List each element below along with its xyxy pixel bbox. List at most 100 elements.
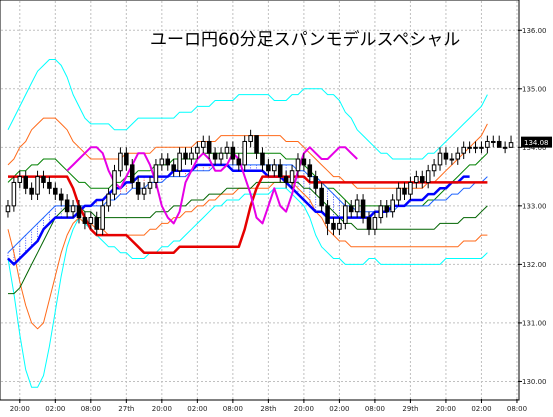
candle (100, 200, 105, 236)
candle (47, 176, 52, 195)
candle (289, 164, 295, 189)
x-tick-label: 28th (260, 405, 276, 413)
y-tick-label: 133.00 (522, 202, 547, 210)
candle (35, 170, 40, 200)
candle (295, 153, 301, 177)
candle (266, 159, 271, 177)
y-tick-label: 134.00 (522, 144, 547, 152)
candle (159, 153, 165, 171)
x-tick-label: 08:00 (365, 405, 385, 413)
candle (41, 170, 46, 189)
candle (313, 170, 319, 195)
candle (135, 176, 141, 200)
candle (118, 147, 123, 177)
candle (301, 153, 307, 171)
chart-title: ユーロ円60分足スパンモデルスペシャル (150, 29, 460, 50)
candle (171, 159, 176, 177)
candle (153, 159, 159, 189)
candle (414, 170, 419, 189)
candle (254, 135, 259, 160)
y-tick-label: 132.00 (522, 261, 547, 269)
candle (236, 153, 242, 171)
candle (242, 135, 247, 171)
candle (449, 153, 455, 165)
candle (402, 182, 407, 200)
candle (491, 135, 496, 148)
candle (473, 141, 478, 154)
candle (479, 141, 484, 154)
candle (212, 147, 218, 165)
candle (485, 135, 490, 154)
candle (396, 182, 401, 206)
x-tick-label: 02:00 (471, 405, 491, 413)
last-price-badge: 134.08 (521, 136, 552, 148)
candle (496, 135, 502, 148)
candle (129, 159, 135, 189)
x-tick-label: 02:00 (329, 405, 349, 413)
candle (325, 200, 330, 236)
candle (431, 159, 437, 177)
series-line-0 (7, 59, 488, 160)
candle (378, 200, 384, 224)
candle (189, 147, 194, 165)
x-tick-label: 20:00 (294, 405, 314, 413)
candle (141, 182, 147, 200)
candle (165, 153, 171, 171)
candle (455, 147, 461, 165)
candle (437, 147, 443, 171)
candle (283, 170, 289, 189)
candle (224, 141, 230, 160)
last-price-label: 134.08 (524, 139, 549, 147)
candle (348, 200, 354, 218)
series-line-2 (7, 117, 488, 189)
candle (183, 147, 188, 165)
candle (443, 147, 449, 165)
candle (17, 170, 23, 189)
series-line-8 (8, 175, 488, 254)
candle (58, 188, 64, 206)
x-tick-label: 20:00 (436, 405, 456, 413)
candle (419, 170, 425, 189)
candle (29, 182, 34, 200)
candle (124, 147, 129, 171)
candle (200, 135, 206, 154)
series-line-1 (7, 187, 488, 388)
y-tick-label: 136.00 (522, 27, 547, 35)
candle (64, 194, 70, 218)
indicator-lines (7, 59, 488, 388)
x-tick-label: 02:00 (45, 405, 65, 413)
candle (360, 194, 366, 224)
candle (408, 176, 413, 200)
candle (206, 135, 212, 160)
candle (260, 147, 265, 171)
candle (11, 176, 17, 212)
x-tick-label: 08:00 (223, 405, 243, 413)
x-tick-label: 27th (118, 405, 134, 413)
candle (390, 194, 395, 218)
candle (425, 164, 431, 189)
candle (502, 141, 508, 154)
candle (272, 159, 277, 177)
candle (70, 200, 76, 218)
x-tick-label: 08:00 (507, 405, 527, 413)
candle (277, 159, 283, 183)
y-tick-label: 131.00 (522, 319, 547, 327)
candle (177, 147, 182, 177)
y-tick-label: 135.00 (522, 85, 547, 93)
candle (218, 147, 224, 165)
x-axis: 20:00 02:00 08:00 27th 20:00 02:00 08:00 28th 20… (10, 399, 527, 413)
candle (337, 217, 342, 236)
candle (76, 200, 82, 224)
candle (331, 217, 336, 236)
y-axis: 136.00 135.00 134.00 133.00 132.00 131.00 130.… (518, 27, 547, 386)
candle (106, 188, 111, 212)
x-tick-label: 20:00 (152, 405, 172, 413)
candle (94, 211, 100, 236)
candle (5, 200, 11, 218)
candle (461, 141, 466, 160)
candle (230, 141, 236, 165)
y-tick-label: 130.00 (522, 378, 547, 386)
x-tick-label: 08:00 (81, 405, 101, 413)
x-tick-label: 02:00 (187, 405, 207, 413)
candle (467, 141, 472, 154)
